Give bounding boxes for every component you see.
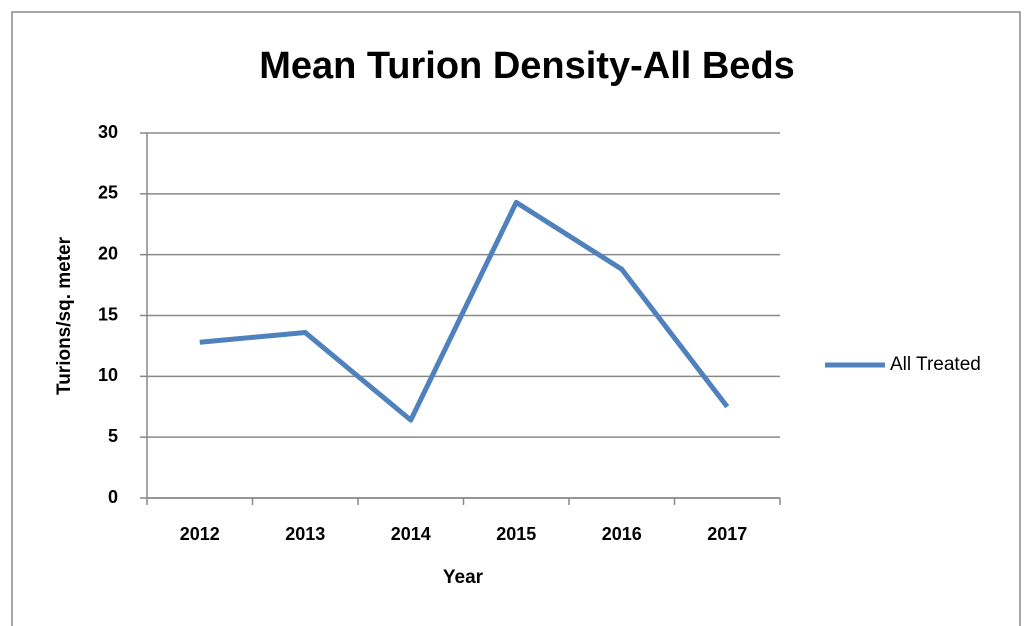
chart-title: Mean Turion Density-All Beds (259, 45, 795, 87)
data-line (199, 199, 730, 423)
y-tick-label: 15 (98, 304, 118, 324)
x-tick-label: 2016 (602, 524, 642, 544)
x-tick-label: 2013 (285, 524, 325, 544)
y-tick-label: 0 (108, 487, 118, 507)
legend-label: All Treated (890, 354, 981, 375)
y-tick-label: 20 (98, 243, 118, 263)
y-axis-label: Turions/sq. meter (54, 236, 75, 395)
x-tick-label: 2012 (180, 524, 220, 544)
x-tick-label: 2017 (707, 524, 747, 544)
y-tick-label: 30 (98, 122, 118, 142)
x-axis-label: Year (443, 567, 484, 588)
y-tick-label: 5 (108, 426, 118, 446)
chart-border (11, 11, 1021, 626)
x-tick-label: 2014 (391, 524, 431, 544)
y-tick-label: 10 (98, 365, 118, 385)
x-tick-label: 2015 (496, 524, 536, 544)
y-tick-label: 25 (98, 183, 118, 203)
